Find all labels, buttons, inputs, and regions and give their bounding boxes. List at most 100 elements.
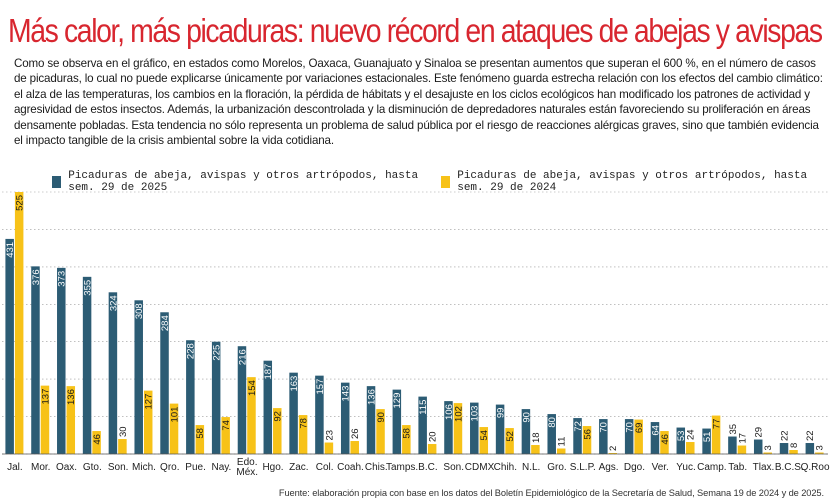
bar-2024 [763,452,772,454]
bar-2024 [66,386,76,454]
x-tick-label: Dgo. [624,462,645,473]
data-label-2024: 58 [195,428,206,439]
data-label-2025: 284 [160,315,171,331]
data-label-2024: 8 [789,443,800,448]
data-label-2024: 26 [350,428,361,439]
x-tick-label-part: Edo. [237,457,258,468]
x-tick-label: S.L.P. [570,462,596,473]
bar-2025 [495,404,505,454]
data-label-2024: 92 [273,411,284,422]
data-label-2025: 51 [702,432,713,443]
x-tick-label: Qro. [160,462,179,473]
data-label-2025: 70 [599,422,610,433]
bar-2024 [118,439,127,454]
x-tick-label: Tlax. [753,462,775,473]
bar-2025 [444,401,453,454]
data-label-2025: 64 [650,425,661,436]
x-tick-label: Mor. [31,462,50,473]
legend-label-2025: Picaduras de abeja, avispas y otros artr… [68,170,419,194]
bar-2024 [711,415,721,454]
x-tick-label: B.C. [418,462,437,473]
data-label-2025: 376 [31,269,42,285]
data-label-2024: 90 [376,412,387,423]
bar-2024 [324,442,334,454]
data-label-2024: 137 [40,389,51,405]
bar-2025 [728,436,737,454]
legend-item-2024: Picaduras de abeja, avispas y otros artr… [441,170,808,194]
bar-2025 [418,396,427,454]
bar-2025 [289,372,298,454]
data-label-2025: 106 [444,404,455,420]
source-note: Fuente: elaboración propia con base en l… [278,488,824,498]
bar-2024 [376,409,385,454]
data-label-2025: 90 [521,412,532,423]
bar-2024 [686,442,695,454]
x-tick-label: Nay. [211,462,231,473]
bar-2024 [737,445,747,454]
bar-2024 [556,448,566,454]
bar-2025 [237,346,247,454]
data-label-2025: 373 [57,271,68,287]
bar-2025 [521,409,531,454]
data-label-2024: 77 [711,419,722,430]
data-label-2024: 102 [453,406,464,422]
bar-2025 [573,418,582,454]
data-label-2024: 46 [92,434,103,445]
bar-2024 [273,408,282,454]
bar-2025 [211,341,221,454]
bar-2025 [340,382,350,454]
data-label-2024: 20 [428,431,439,442]
x-tick-label: Oax. [56,462,77,473]
bar-2024 [40,385,50,454]
data-label-2025: 157 [315,379,326,395]
x-tick-label: Son. [108,462,129,473]
bar-2025 [108,292,118,454]
data-label-2025: 225 [212,345,223,361]
x-tick-label: Q.Roo [801,462,830,473]
x-tick-label: Col. [316,462,334,473]
data-label-2024: 136 [66,389,77,405]
data-label-2025: 163 [289,376,300,392]
data-label-2025: 431 [5,242,16,258]
x-tick-label: Gto. [83,462,102,473]
data-label-2024: 127 [144,394,155,410]
data-label-2024: 11 [557,437,568,447]
bar-2025 [263,360,273,454]
data-label-2025: 324 [108,295,119,311]
bar-2024 [247,377,256,454]
bar-2025 [134,300,143,454]
bar-2024 [402,425,411,454]
x-tick-label: Edo. Méx. [236,457,258,478]
bar-2025 [5,238,14,454]
bar-2025 [779,443,789,454]
x-tick-label: Mich. [132,462,156,473]
bar-2024 [298,415,308,454]
bar-2025 [702,428,711,454]
data-label-2025: 22 [779,430,790,441]
data-label-2024: 78 [298,418,309,429]
bar-2025 [186,340,195,454]
bar-2025 [366,386,376,454]
bar-2025 [31,266,40,454]
data-label-2025: 129 [392,393,403,409]
data-label-2025: 99 [495,408,506,419]
legend-label-2024: Picaduras de abeja, avispas y otros artr… [457,170,808,194]
bar-2025 [805,443,815,454]
bar-2024 [634,419,643,454]
data-label-2024: 154 [247,380,258,396]
bar-2025 [57,267,66,454]
data-label-2024: 52 [505,431,516,442]
x-tick-label: Hgo. [262,462,283,473]
bar-2024 [221,417,230,454]
x-tick-label: Chih. [494,462,517,473]
data-label-2025: 35 [728,424,739,435]
data-label-2024: 17 [737,433,748,444]
x-tick-label: Yuc. [676,462,695,473]
intro-paragraph: Como se observa en el gráfico, en estado… [14,57,823,148]
bar-2024 [531,445,540,454]
data-label-2025: 72 [573,421,584,432]
x-tick-label: Ags. [599,462,619,473]
bar-2025 [470,402,479,454]
data-label-2024: 3 [815,445,826,450]
